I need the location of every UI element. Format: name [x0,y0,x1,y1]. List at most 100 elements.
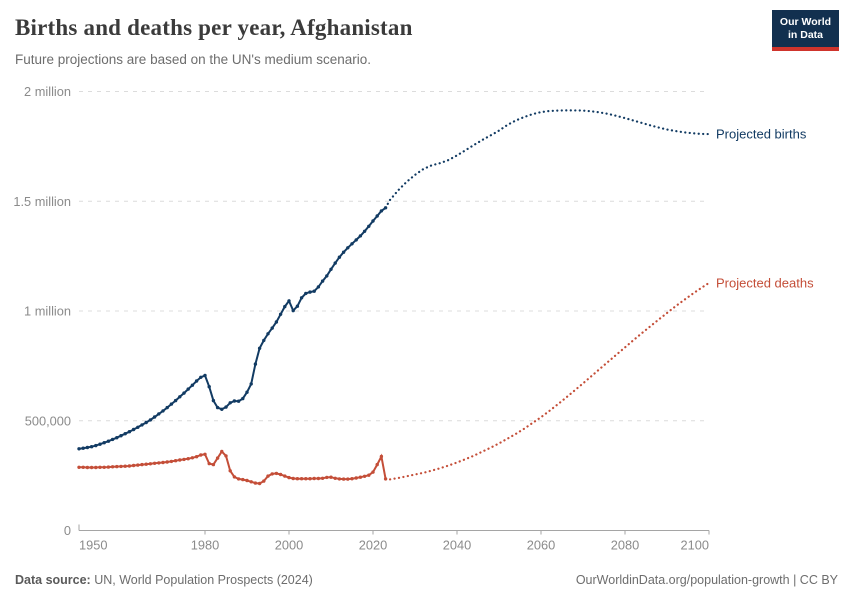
data-point-births-observed [371,219,375,223]
data-point-births-observed [199,375,203,379]
data-point-deaths-observed [241,477,245,482]
data-point-deaths-observed [354,476,358,480]
series-end-label-deaths-projected: Projected deaths [716,275,814,290]
data-point-deaths-observed [308,477,312,481]
owid-logo: Our World in Data [772,10,839,51]
data-point-births-observed [241,396,245,401]
data-point-deaths-observed [94,465,98,470]
data-point-births-observed [211,398,216,403]
data-point-deaths-observed [81,465,85,469]
data-point-births-observed [295,304,300,308]
data-point-deaths-observed [140,462,144,467]
data-point-deaths-observed [152,461,157,465]
data-point-births-observed [362,229,367,233]
data-point-deaths-observed [346,477,350,481]
data-point-deaths-observed [236,477,241,481]
data-point-births-observed [379,209,384,213]
data-point-deaths-observed [102,465,106,469]
data-point-births-observed [106,439,111,443]
y-tick-label: 500,000 [25,413,71,428]
data-point-births-observed [278,312,283,316]
data-point-births-observed [178,395,182,399]
data-point-deaths-observed [77,465,81,469]
data-point-births-observed [375,214,379,218]
data-point-births-observed [354,238,358,242]
data-point-deaths-observed [316,476,321,481]
owid-link[interactable]: OurWorldinData.org/population-growth | C… [575,573,838,587]
data-point-deaths-observed [85,465,90,470]
data-point-births-observed [182,391,186,395]
data-point-births-observed [194,379,199,383]
data-point-births-observed [115,436,119,440]
data-point-births-observed [207,385,211,389]
data-point-births-observed [350,242,354,246]
data-point-births-observed [291,308,295,313]
series-line-deaths-projected [384,281,711,481]
data-point-births-observed [131,427,136,432]
data-point-deaths-observed [215,456,220,460]
x-tick-label: 1950 [79,538,107,553]
data-point-births-observed [148,418,153,422]
data-point-deaths-observed [371,470,375,474]
data-point-deaths-observed [274,471,279,476]
data-point-deaths-observed [337,477,342,481]
data-point-births-observed [144,420,148,425]
data-point-births-observed [77,447,81,451]
data-point-births-observed [190,383,195,387]
data-point-deaths-observed [127,464,132,468]
data-point-deaths-observed [161,460,165,465]
data-point-deaths-observed [186,457,190,461]
data-point-deaths-observed [220,449,224,454]
data-point-births-observed [152,415,157,419]
data-point-births-observed [173,398,178,403]
data-point-deaths-observed [257,481,262,486]
data-point-births-observed [89,445,94,449]
data-point-births-observed [81,446,85,450]
data-point-deaths-observed [110,465,115,469]
y-tick-label: 2 million [24,84,71,99]
data-point-deaths-observed [245,478,249,483]
y-tick-label: 1.5 million [13,194,71,209]
data-point-births-observed [304,291,308,296]
x-tick-label: 2020 [359,538,387,553]
data-point-births-observed [262,338,266,343]
x-tick-label: 1980 [191,538,219,553]
data-point-deaths-observed [98,465,102,469]
x-tick-label: 2060 [527,538,555,553]
data-point-deaths-observed [169,459,174,464]
data-point-births-observed [228,401,232,405]
data-source-text: UN, World Population Prospects (2024) [90,573,313,587]
y-tick-label: 1 million [24,304,71,319]
data-point-deaths-observed [262,479,266,483]
data-point-deaths-observed [304,477,308,481]
data-point-deaths-observed [123,464,127,468]
data-point-births-observed [157,412,161,416]
data-point-deaths-observed [119,464,123,469]
data-point-births-observed [98,442,102,446]
series-line-births-projected [384,109,711,209]
data-point-deaths-observed [144,462,148,466]
data-point-deaths-observed [266,474,270,478]
data-point-births-observed [358,234,363,238]
data-point-births-observed [215,405,220,410]
y-tick-label: 0 [64,523,71,538]
chart-footer: Data source: UN, World Population Prospe… [15,573,838,587]
data-point-births-observed [102,441,106,445]
data-point-deaths-observed [320,476,325,480]
data-point-births-observed [220,407,224,411]
data-point-births-observed [308,290,312,294]
data-point-births-observed [232,399,237,403]
data-point-births-observed [161,409,165,413]
data-point-deaths-observed [182,457,186,462]
data-point-deaths-observed [329,475,333,479]
data-point-births-observed [94,443,98,448]
data-point-births-observed [287,299,291,303]
data-point-births-observed [299,296,304,300]
data-point-births-observed [119,434,123,438]
data-point-deaths-observed [333,476,337,480]
data-point-births-observed [329,267,333,271]
data-point-deaths-observed [136,463,140,467]
data-point-deaths-observed [203,452,207,456]
x-tick-label: 2040 [443,538,471,553]
data-point-births-observed [316,285,321,289]
